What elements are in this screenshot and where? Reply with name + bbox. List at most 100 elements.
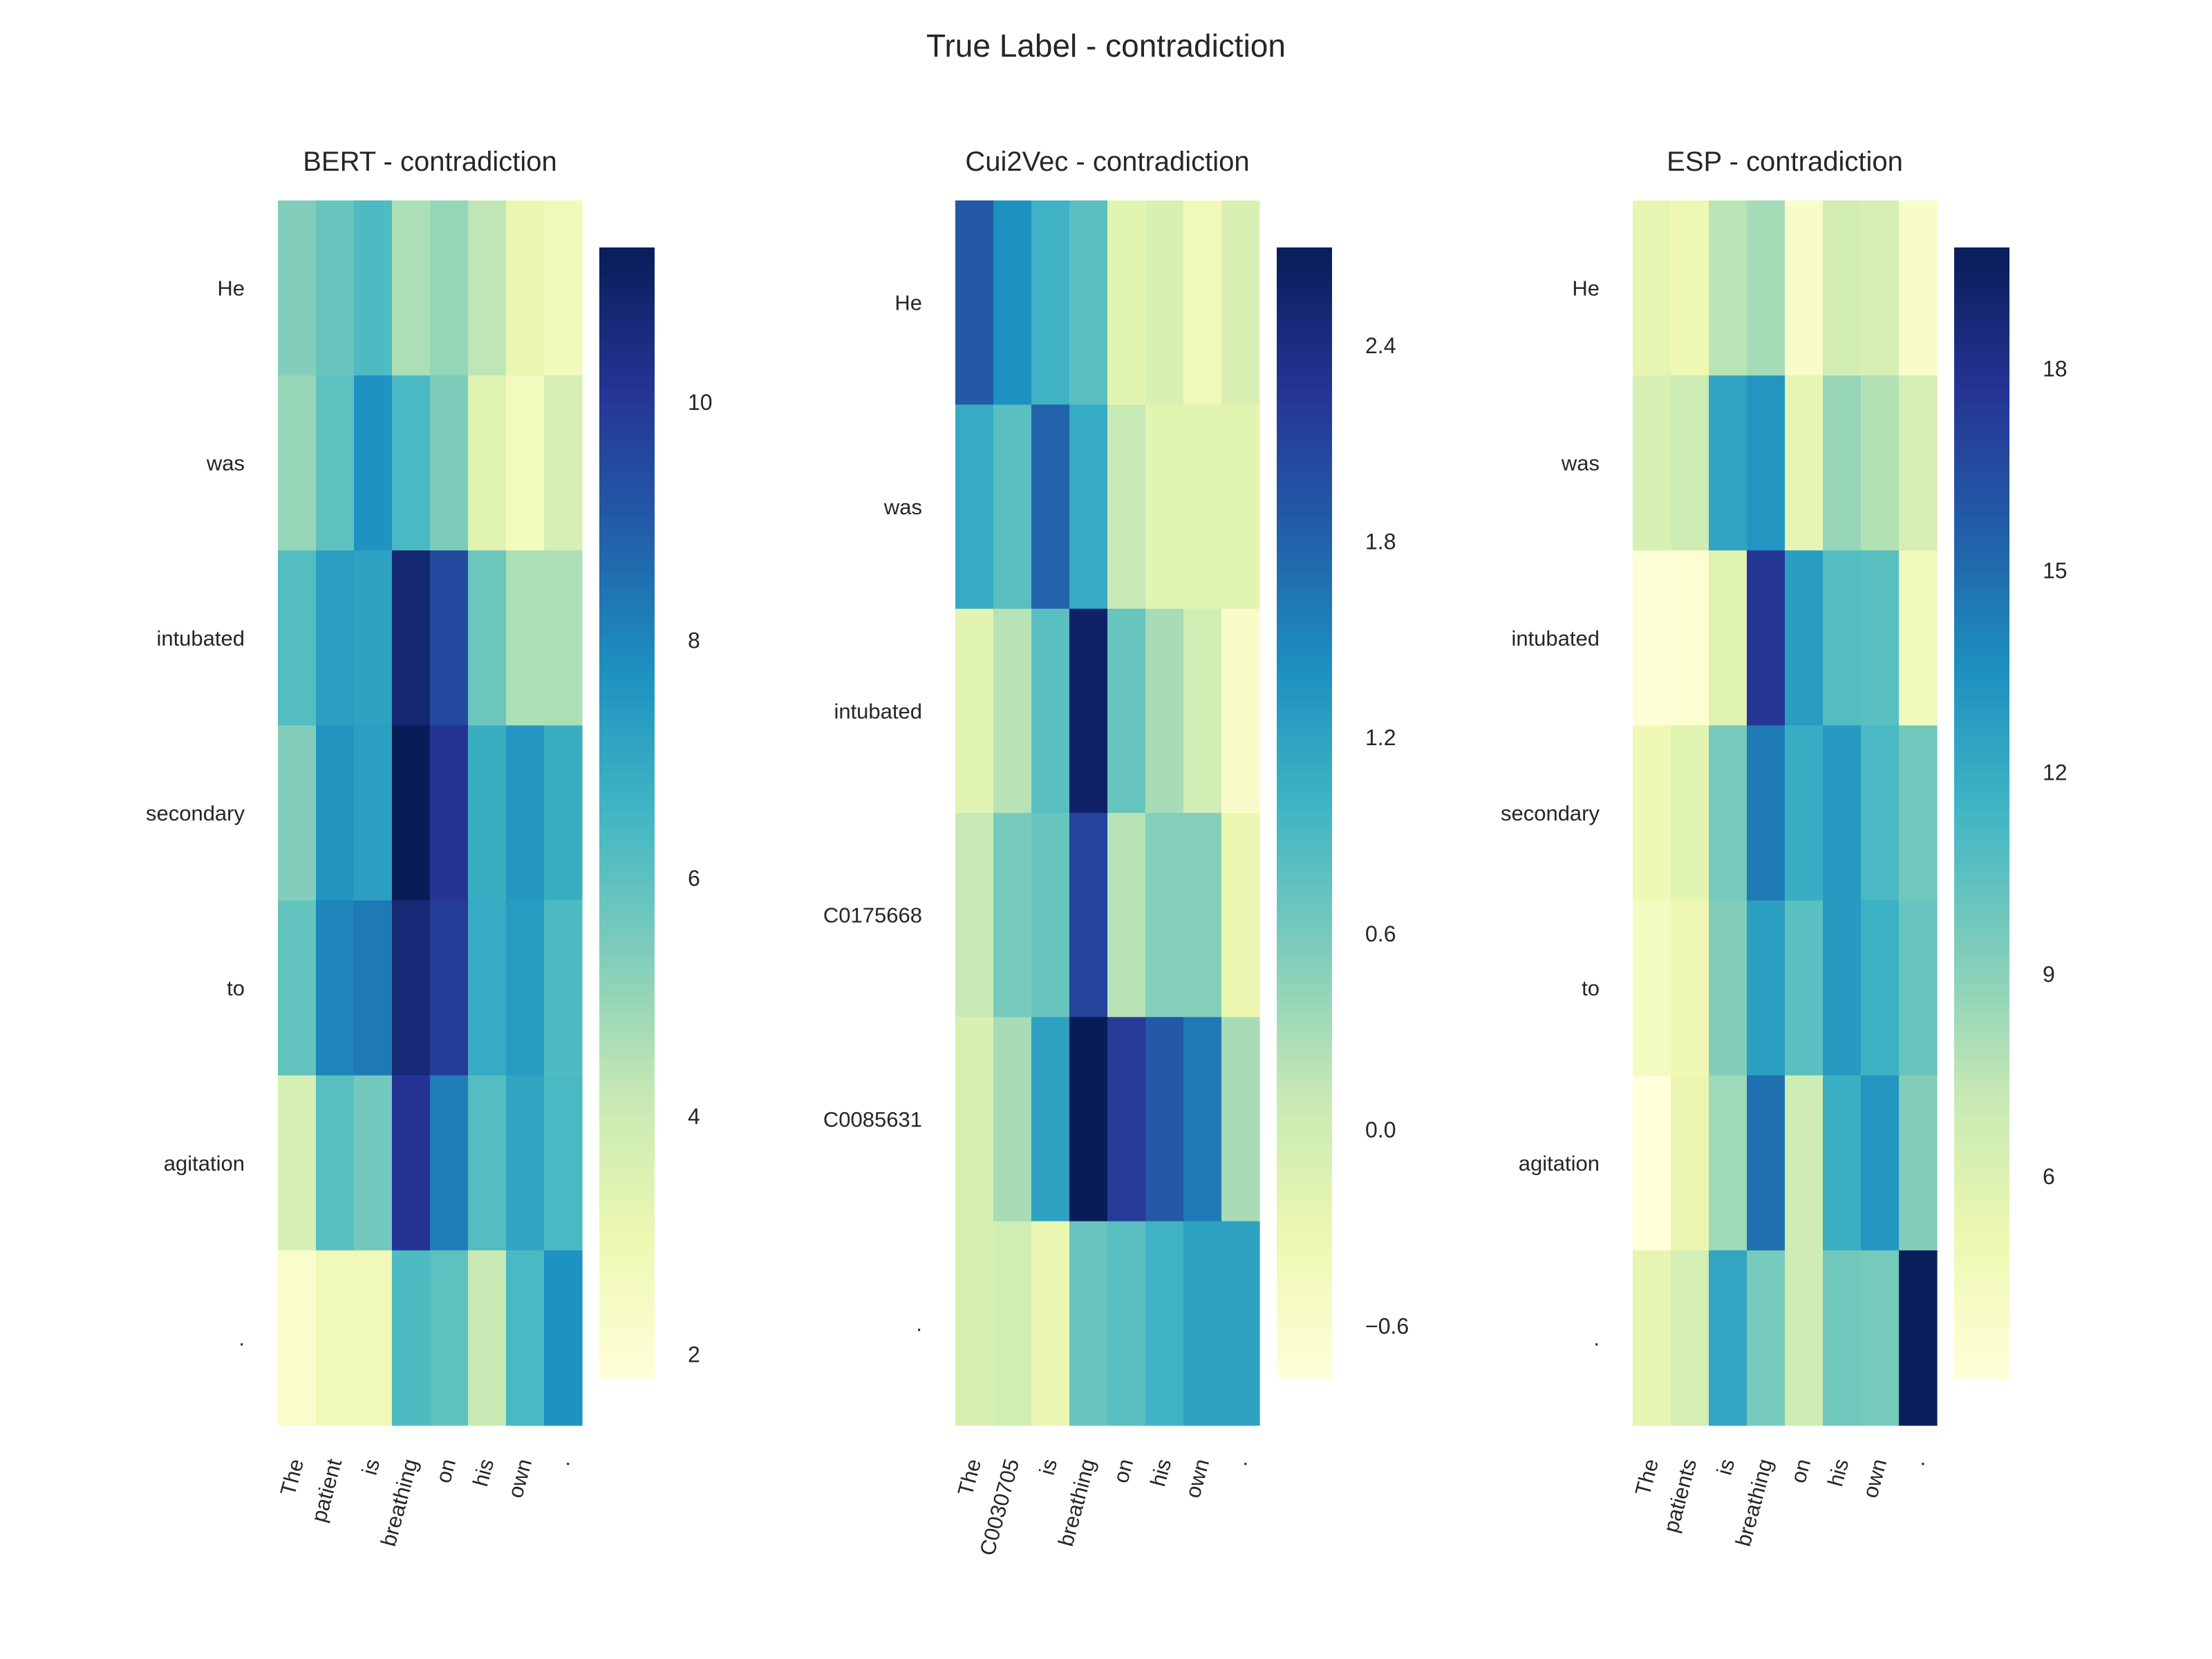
colorbar-segment	[599, 1201, 655, 1210]
colorbar-segment	[599, 721, 655, 729]
colorbar-segment	[599, 268, 655, 276]
colorbar-segment	[1954, 813, 2009, 821]
colorbar-segment	[1277, 1342, 1332, 1351]
colorbar-segment	[1277, 636, 1332, 644]
colorbar-segment	[1954, 311, 2009, 319]
colorbar-segment	[599, 459, 655, 467]
colorbar-segment	[599, 339, 655, 347]
heatmap-cell	[1671, 200, 1709, 376]
colorbar-segment	[599, 693, 655, 700]
heatmap-cell	[316, 1250, 355, 1426]
x-tick-label: is	[1035, 1456, 1062, 1478]
colorbar-segment	[1277, 615, 1332, 623]
colorbar-segment	[599, 657, 655, 665]
colorbar-segment	[599, 926, 655, 934]
colorbar-segment	[599, 474, 655, 482]
colorbar-segment	[1277, 643, 1332, 651]
colorbar-segment	[1277, 303, 1332, 312]
figure-title: True Label - contradiction	[926, 28, 1286, 64]
heatmap-cell	[1671, 1250, 1709, 1426]
colorbar-segment	[1954, 1244, 2009, 1252]
x-tick-label: on	[431, 1456, 461, 1485]
colorbar-segment	[1277, 1286, 1332, 1294]
heatmap-cell	[1183, 404, 1222, 610]
colorbar-segment	[1954, 388, 2009, 397]
colorbar-segment	[1954, 1272, 2009, 1280]
colorbar-segment	[1954, 1180, 2009, 1188]
heatmap-cell	[1899, 375, 1938, 551]
colorbar-segment	[599, 1159, 655, 1167]
colorbar-segment	[1277, 883, 1332, 892]
colorbar-segment	[1954, 671, 2009, 679]
colorbar-segment	[1277, 1053, 1332, 1061]
heatmap-cell	[1709, 900, 1747, 1076]
colorbar-segment	[599, 1237, 655, 1245]
heatmap-panel-2: Cui2Vec - contradiction He was intubated C01…	[823, 147, 1409, 1558]
colorbar-segment	[1954, 919, 2009, 927]
colorbar-segment	[1277, 904, 1332, 912]
colorbar-segment	[1277, 502, 1332, 509]
colorbar-segment	[1277, 713, 1332, 722]
heatmap-cell	[468, 550, 507, 727]
colorbar-segment	[1954, 678, 2009, 686]
colorbar-segment	[1277, 1138, 1332, 1146]
colorbar-segment	[1954, 1096, 2009, 1103]
colorbar-segment	[599, 706, 655, 715]
colorbar-segment	[1277, 1159, 1332, 1167]
x-tick-label: his	[1145, 1456, 1176, 1489]
heatmap-cell	[1031, 813, 1070, 1018]
colorbar-segment	[599, 841, 655, 849]
colorbar-segment	[1277, 791, 1332, 800]
colorbar-segment	[1954, 1293, 2009, 1302]
colorbar-segment	[599, 1024, 655, 1033]
heatmap-cell	[1069, 608, 1108, 814]
colorbar-segment	[1954, 247, 2009, 255]
colorbar-segment	[1954, 770, 2009, 778]
heatmap-cell	[1145, 813, 1184, 1018]
colorbar-segment	[1954, 1215, 2009, 1224]
x-tick-label: .	[1227, 1456, 1252, 1468]
colorbar-segment	[599, 961, 655, 969]
x-tick-label: on	[1109, 1456, 1138, 1485]
colorbar-segment	[599, 502, 655, 509]
heatmap-cell	[354, 200, 393, 376]
colorbar-segment	[1277, 1272, 1332, 1280]
colorbar-segment	[599, 494, 655, 503]
colorbar-segment	[599, 777, 655, 785]
colorbar-segment	[1954, 805, 2009, 814]
colorbar-segment	[599, 700, 655, 708]
colorbar-segment	[1954, 940, 2009, 948]
heatmap-cell	[1785, 725, 1824, 901]
heatmap-cell	[430, 725, 469, 901]
colorbar-segment	[1954, 657, 2009, 665]
colorbar-segment	[1277, 1011, 1332, 1019]
colorbar-segment	[599, 254, 655, 263]
colorbar-segment	[1954, 1166, 2009, 1174]
colorbar-segment	[1277, 706, 1332, 715]
colorbar-tick-label: 10	[688, 390, 713, 415]
colorbar-segment	[1277, 480, 1332, 489]
colorbar-segment	[599, 770, 655, 778]
colorbar-tick-label: 0.0	[1365, 1118, 1396, 1143]
heatmap-cell	[1069, 404, 1108, 610]
colorbar-segment	[1277, 735, 1332, 743]
colorbar-segment	[1954, 1265, 2009, 1273]
colorbar-segment	[1277, 982, 1332, 991]
heatmap-cell	[1107, 1221, 1146, 1426]
colorbar-segment	[599, 558, 655, 566]
colorbar-segment	[1954, 601, 2009, 609]
colorbar-segment	[599, 1109, 655, 1118]
colorbar-segment	[1954, 1208, 2009, 1217]
colorbar-segment	[1954, 706, 2009, 715]
heatmap-cell	[1031, 1221, 1070, 1426]
colorbar-segment	[1954, 841, 2009, 849]
colorbar-segment	[1277, 1187, 1332, 1195]
colorbar-segment	[599, 1342, 655, 1351]
colorbar-segment	[1954, 685, 2009, 693]
colorbar-segment	[1277, 1244, 1332, 1252]
y-tick-label: C0085631	[823, 1107, 922, 1132]
colorbar-segment	[599, 1329, 655, 1337]
colorbar-segment	[1277, 1123, 1332, 1132]
heatmap-panel-1: BERT - contradiction He was intubated second…	[146, 147, 713, 1549]
heatmap-cell	[1709, 1075, 1747, 1251]
